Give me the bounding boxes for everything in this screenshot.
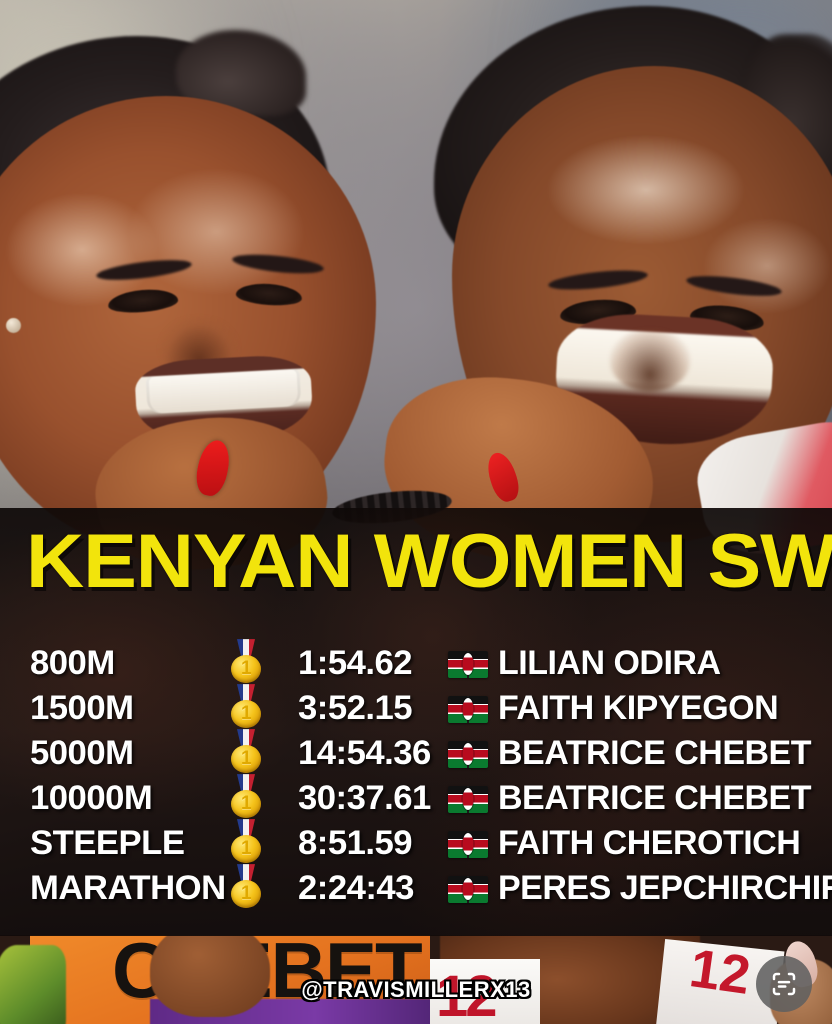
table-row: MARATHON 1 2:24:43 PERES JEPCHIRCHIR: [0, 864, 832, 911]
athlete-right-nose: [610, 330, 690, 392]
bib-number-left: 12: [436, 964, 497, 1024]
strip-hand: [150, 935, 270, 1017]
kenya-flag-icon: [448, 641, 488, 686]
event-label: 1500M: [30, 689, 134, 727]
athlete-name: LILIAN ODIRA: [498, 644, 721, 682]
athlete-name: PERES JEPCHIRCHIR: [498, 869, 832, 907]
google-lens-button[interactable]: [756, 956, 812, 1012]
bib-number-right: 12: [686, 938, 754, 1006]
gold-medal-icon: 1: [228, 684, 264, 731]
athlete-name: BEATRICE CHEBET: [498, 734, 812, 772]
result-time: 1:54.62: [298, 644, 413, 682]
text-scan-icon: [772, 972, 796, 996]
table-row: 800M 1 1:54.62 LILIAN ODIRA: [0, 639, 832, 686]
gold-medal-icon: 1: [228, 864, 264, 911]
event-label: STEEPLE: [30, 824, 185, 862]
athlete-name: FAITH CHEROTICH: [498, 824, 801, 862]
table-row: STEEPLE 1 8:51.59 FAITH CHEROTICH: [0, 819, 832, 866]
kenya-flag-icon: [448, 776, 488, 821]
bib-white-left: [430, 959, 540, 1024]
kenya-flag-icon: [448, 866, 488, 911]
result-time: 14:54.36: [298, 734, 431, 772]
table-row: 1500M 1 3:52.15 FAITH KIPYEGON: [0, 684, 832, 731]
athlete-left-teeth: [145, 368, 302, 415]
result-time: 30:37.61: [298, 779, 431, 817]
table-row: 5000M 1 14:54.36 BEATRICE CHEBET: [0, 729, 832, 776]
kenya-flag-icon: [448, 821, 488, 866]
stats-panel: KENYAN WOMEN SWEEP 800M 1 1:54.62 LILIAN…: [0, 508, 832, 936]
results-table: 800M 1 1:54.62 LILIAN ODIRA 1500M 1 3:52…: [0, 639, 832, 911]
gold-medal-icon: 1: [228, 819, 264, 866]
athlete-name: FAITH KIPYEGON: [498, 689, 779, 727]
kenya-flag-icon: [448, 686, 488, 731]
photo-bottom-strip: CHEBET 12 12: [0, 935, 832, 1024]
event-label: 5000M: [30, 734, 134, 772]
result-time: 8:51.59: [298, 824, 413, 862]
athlete-left-earring: [6, 318, 21, 333]
event-label: 800M: [30, 644, 115, 682]
gold-medal-icon: 1: [228, 729, 264, 776]
strip-green-accent: [0, 945, 66, 1024]
result-time: 3:52.15: [298, 689, 413, 727]
athlete-name: BEATRICE CHEBET: [498, 779, 812, 817]
gold-medal-icon: 1: [228, 639, 264, 686]
gold-medal-icon: 1: [228, 774, 264, 821]
kenya-flag-icon: [448, 731, 488, 776]
event-label: 10000M: [30, 779, 153, 817]
result-time: 2:24:43: [298, 869, 414, 907]
event-label: MARATHON: [30, 869, 226, 907]
page-title: KENYAN WOMEN SWEEP: [26, 519, 832, 604]
table-row: 10000M 1 30:37.61 BEATRICE CHEBET: [0, 774, 832, 821]
